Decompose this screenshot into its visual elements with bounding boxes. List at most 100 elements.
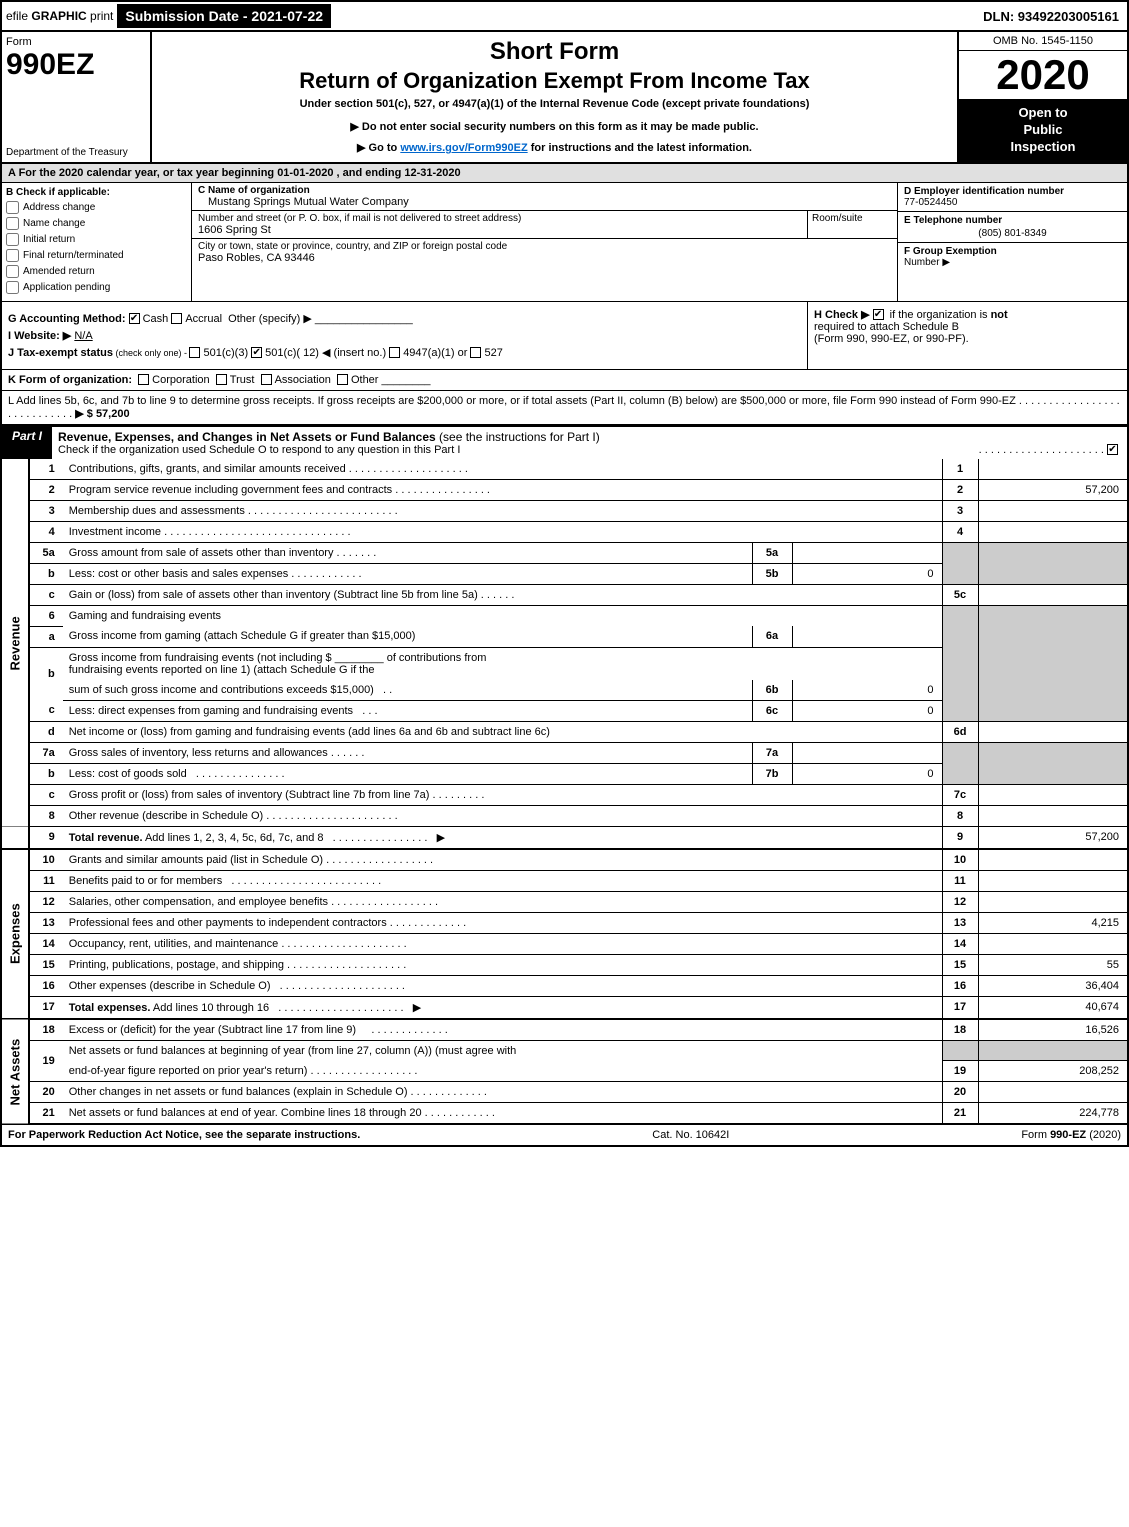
part1-header: Part I Revenue, Expenses, and Changes in… xyxy=(0,425,1129,459)
ln-10-desc: Grants and similar amounts paid (list in… xyxy=(63,849,942,871)
cb-initial-return[interactable]: Initial return xyxy=(6,233,187,246)
cb-schedule-o[interactable] xyxy=(1107,444,1118,455)
ln-11-val xyxy=(978,870,1128,891)
ln-6c-sublbl: 6c xyxy=(752,700,792,721)
insp-l2: Public xyxy=(1023,122,1062,137)
dln: DLN: 93492203005161 xyxy=(975,7,1127,26)
side-expenses: Expenses xyxy=(1,849,29,1019)
cb-address-change-input[interactable] xyxy=(6,201,19,214)
c-addr-label: Number and street (or P. O. box, if mail… xyxy=(198,213,801,224)
part1-sub-text: Check if the organization used Schedule … xyxy=(58,444,460,456)
ln-4-numbox: 4 xyxy=(942,521,978,542)
cb-name-change[interactable]: Name change xyxy=(6,217,187,230)
g-label: G Accounting Method: xyxy=(8,313,126,325)
ln-19-num: 19 xyxy=(29,1040,63,1082)
ln-5c-num: c xyxy=(29,584,63,605)
ln-20-desc: Other changes in net assets or fund bala… xyxy=(63,1082,942,1103)
cb-initial-input[interactable] xyxy=(6,233,19,246)
cb-501c3[interactable] xyxy=(189,347,200,358)
ln-12-val xyxy=(978,891,1128,912)
irs-link[interactable]: www.irs.gov/Form990EZ xyxy=(400,142,527,154)
cb-amended-input[interactable] xyxy=(6,265,19,278)
ln-6b-subval: 0 xyxy=(792,680,942,701)
ln-17-num: 17 xyxy=(29,996,63,1019)
ln-6a-desc: Gross income from gaming (attach Schedul… xyxy=(63,626,752,647)
insp-l1: Open to xyxy=(1018,105,1067,120)
g-accounting: G Accounting Method: Cash Accrual Other … xyxy=(8,312,801,325)
cb-527[interactable] xyxy=(470,347,481,358)
ln-13-val: 4,215 xyxy=(978,912,1128,933)
line-19-2: end-of-year figure reported on prior yea… xyxy=(1,1061,1128,1082)
ln-3-numbox: 3 xyxy=(942,500,978,521)
line-6d: d Net income or (loss) from gaming and f… xyxy=(1,721,1128,742)
d-tel-value: (805) 801-8349 xyxy=(904,228,1121,239)
c-room-block: Room/suite xyxy=(807,211,897,238)
efile-print[interactable]: print xyxy=(87,9,114,23)
line-11: 11 Benefits paid to or for members . . .… xyxy=(1,870,1128,891)
ln-8-numbox: 8 xyxy=(942,805,978,826)
ln-15-desc: Printing, publications, postage, and shi… xyxy=(63,954,942,975)
cb-initial-label: Initial return xyxy=(23,234,75,245)
cb-amended-label: Amended return xyxy=(23,266,95,277)
line-2: 2 Program service revenue including gove… xyxy=(1,479,1128,500)
ln-5a-desc: Gross amount from sale of assets other t… xyxy=(63,542,752,563)
cb-accrual[interactable] xyxy=(171,313,182,324)
cb-pending-input[interactable] xyxy=(6,281,19,294)
i-website: I Website: ▶ N/A xyxy=(8,329,801,342)
cb-other[interactable] xyxy=(337,374,348,385)
ln-4-desc: Investment income . . . . . . . . . . . … xyxy=(63,521,942,542)
ln-11-num: 11 xyxy=(29,870,63,891)
goto-instructions: ▶ Go to www.irs.gov/Form990EZ for instru… xyxy=(160,141,949,154)
department: Department of the Treasury xyxy=(6,147,146,158)
cb-trust[interactable] xyxy=(216,374,227,385)
l-text: L Add lines 5b, 6c, and 7b to line 9 to … xyxy=(8,395,1016,407)
j-501c3: 501(c)(3) xyxy=(203,347,248,359)
cb-final-input[interactable] xyxy=(6,249,19,262)
cb-assoc[interactable] xyxy=(261,374,272,385)
footer-right-post: (2020) xyxy=(1086,1129,1121,1141)
part1-table: Revenue 1 Contributions, gifts, grants, … xyxy=(0,459,1129,1126)
cb-amended-return[interactable]: Amended return xyxy=(6,265,187,278)
ln-7c-numbox: 7c xyxy=(942,784,978,805)
ln-21-val: 224,778 xyxy=(978,1103,1128,1125)
ln-12-num: 12 xyxy=(29,891,63,912)
ln-6c-num: c xyxy=(29,700,63,721)
line-12: 12 Salaries, other compensation, and emp… xyxy=(1,891,1128,912)
b-heading: B Check if applicable: xyxy=(6,187,187,198)
cb-corp[interactable] xyxy=(138,374,149,385)
cb-final-return[interactable]: Final return/terminated xyxy=(6,249,187,262)
k-trust: Trust xyxy=(230,374,255,386)
ln-5b-desc: Less: cost or other basis and sales expe… xyxy=(63,563,752,584)
i-label: I Website: ▶ xyxy=(8,330,71,342)
col-d: D Employer identification number 77-0524… xyxy=(897,183,1127,301)
c-city-value: Paso Robles, CA 93446 xyxy=(198,252,891,264)
header-center: Short Form Return of Organization Exempt… xyxy=(152,32,957,162)
footer: For Paperwork Reduction Act Notice, see … xyxy=(0,1125,1129,1147)
ln-7a-subval xyxy=(792,742,942,763)
grey-19 xyxy=(942,1040,978,1061)
cb-application-pending[interactable]: Application pending xyxy=(6,281,187,294)
cb-h[interactable] xyxy=(873,309,884,320)
line-16: 16 Other expenses (describe in Schedule … xyxy=(1,975,1128,996)
omb-number: OMB No. 1545-1150 xyxy=(959,32,1127,51)
grey-5ab-val xyxy=(978,542,1128,584)
ln-5b-num: b xyxy=(29,563,63,584)
cb-501c[interactable] xyxy=(251,347,262,358)
ln-6c-subval: 0 xyxy=(792,700,942,721)
cb-4947[interactable] xyxy=(389,347,400,358)
under-section: Under section 501(c), 527, or 4947(a)(1)… xyxy=(160,98,949,110)
line-7c: c Gross profit or (loss) from sales of i… xyxy=(1,784,1128,805)
ln-6d-num: d xyxy=(29,721,63,742)
side-revenue: Revenue xyxy=(1,459,29,827)
ln-8-desc: Other revenue (describe in Schedule O) .… xyxy=(63,805,942,826)
ln-1-desc: Contributions, gifts, grants, and simila… xyxy=(63,459,942,480)
d-tel-label: E Telephone number xyxy=(904,215,1121,226)
d-group-label2: Number ▶ xyxy=(904,257,950,268)
cb-cash[interactable] xyxy=(129,313,140,324)
ln-21-desc: Net assets or fund balances at end of ye… xyxy=(63,1103,942,1125)
ln-10-num: 10 xyxy=(29,849,63,871)
line-14: 14 Occupancy, rent, utilities, and maint… xyxy=(1,933,1128,954)
cb-address-change[interactable]: Address change xyxy=(6,201,187,214)
ln-6b-desc1: Gross income from fundraising events (no… xyxy=(63,647,942,680)
cb-name-change-input[interactable] xyxy=(6,217,19,230)
